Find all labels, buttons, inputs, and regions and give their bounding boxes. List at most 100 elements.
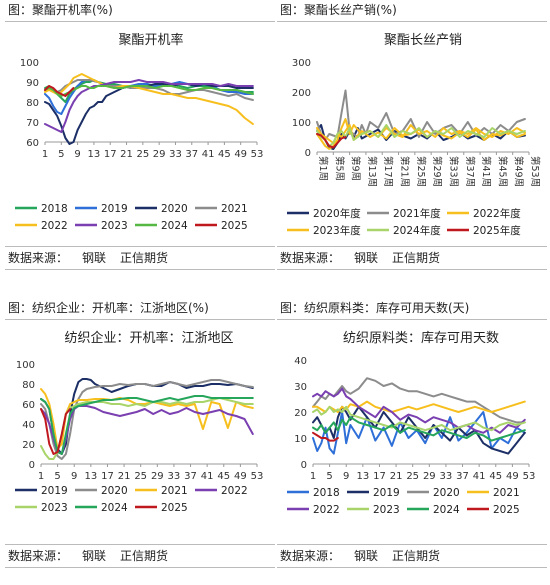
legend-label: 2024 bbox=[433, 504, 460, 516]
legend-label: 2025 bbox=[493, 504, 520, 516]
chart-panel-filament-sales: 图：聚酯长丝产销(%) 聚酯长丝产销 0 100 200 300 第1周 第5周 第9周 第13… bbox=[277, 0, 547, 287]
chart-canvas: 纺织原料类：库存可用天数 0 10 20 30 40 1 5 9 13 17 21 25 29 33 37 41… bbox=[287, 330, 536, 516]
legend-label: 2022 bbox=[41, 220, 68, 232]
x-tick-label: 37 bbox=[456, 471, 469, 482]
chart-canvas: 聚酯长丝产销 0 100 200 300 第1周 第5周 第9周 第13周 第17周 第21周 第25… bbox=[287, 33, 541, 237]
series-line-2025年度 bbox=[316, 133, 347, 149]
y-tick-label: 0 bbox=[301, 460, 307, 471]
y-tick-label: 80 bbox=[22, 380, 35, 391]
y-tick-label: 10 bbox=[294, 434, 307, 445]
source-footer: 数据来源： 钢联 正信期货 bbox=[5, 246, 275, 270]
brand-name: 正信期货 bbox=[392, 251, 441, 265]
y-tick-label: 60 bbox=[26, 138, 39, 149]
x-tick-label: 第25周 bbox=[415, 156, 427, 187]
y-tick-label: 20 bbox=[294, 408, 307, 419]
legend-label: 2021 bbox=[493, 487, 520, 499]
chart-canvas: 聚酯开机率 60 70 80 90 100 1 5 9 13 17 21 25 29 33 37 41 45 49 5… bbox=[15, 32, 263, 232]
x-tick-label: 37 bbox=[184, 471, 197, 482]
x-tick-label: 33 bbox=[168, 471, 181, 482]
x-tick-label: 9 bbox=[343, 471, 349, 482]
x-tick-label: 21 bbox=[120, 149, 133, 160]
x-tick-label: 13 bbox=[84, 471, 97, 482]
x-tick-label: 33 bbox=[169, 149, 182, 160]
series-line-2024年度 bbox=[316, 124, 526, 147]
chart-panel-raw-material-inventory-days: 图：纺织原料类：库存可用天数(天) 纺织原料类：库存可用天数 0 10 20 30 40 1… bbox=[277, 298, 547, 585]
series-line-2023 bbox=[312, 405, 526, 432]
x-tick-label: 第53周 bbox=[529, 156, 541, 187]
y-tick-label: 0 bbox=[305, 148, 311, 159]
legend-label: 2022 bbox=[313, 504, 340, 516]
chart-title: 纺织原料类：库存可用天数 bbox=[343, 330, 499, 346]
source-name: 钢联 bbox=[354, 251, 379, 265]
legend-label: 2025 bbox=[161, 502, 188, 514]
series-line-2025 bbox=[40, 408, 72, 455]
x-tick-label: 第21周 bbox=[399, 156, 411, 187]
x-tick-label: 第49周 bbox=[513, 156, 525, 187]
source-label: 数据来源： bbox=[8, 549, 69, 563]
x-tick-label: 25 bbox=[406, 471, 419, 482]
y-tick-label: 100 bbox=[292, 118, 311, 129]
x-tick-label: 第41周 bbox=[480, 156, 492, 187]
x-tick-label: 25 bbox=[134, 471, 147, 482]
series-line-2021 bbox=[312, 400, 526, 413]
x-tick-label: 21 bbox=[390, 471, 403, 482]
x-tick-label: 29 bbox=[151, 471, 164, 482]
y-tick-label: 40 bbox=[294, 356, 307, 367]
x-tick-label: 49 bbox=[234, 149, 247, 160]
x-tick-label: 37 bbox=[185, 149, 198, 160]
x-tick-label: 25 bbox=[136, 149, 149, 160]
legend-label: 2020 bbox=[101, 485, 128, 497]
series-line-2021 bbox=[40, 388, 254, 450]
legend-label: 2025年度 bbox=[473, 224, 521, 237]
chart-canvas: 纺织企业：开机率：江浙地区 0 20 40 60 80 100 1 5 9 13 17 21 25 29 33… bbox=[15, 330, 264, 514]
brand-name: 正信期货 bbox=[392, 549, 441, 563]
series-line-2024 bbox=[312, 416, 526, 442]
y-tick-label: 40 bbox=[22, 420, 35, 431]
x-tick-label: 13 bbox=[88, 149, 101, 160]
y-tick-label: 30 bbox=[294, 382, 307, 393]
x-tick-label: 53 bbox=[523, 471, 536, 482]
y-tick-label: 70 bbox=[26, 118, 39, 129]
x-tick-label: 第29周 bbox=[431, 156, 443, 187]
legend-label: 2023年度 bbox=[313, 224, 361, 237]
x-tick-label: 17 bbox=[373, 471, 386, 482]
legend-label: 2019 bbox=[373, 487, 400, 499]
legend-label: 2022年度 bbox=[473, 207, 521, 220]
legend-label: 2021 bbox=[161, 485, 188, 497]
y-tick-label: 200 bbox=[292, 88, 311, 99]
x-tick-label: 第13周 bbox=[366, 156, 378, 187]
x-tick-label: 第17周 bbox=[382, 156, 394, 187]
x-tick-label: 17 bbox=[101, 471, 114, 482]
x-tick-label: 9 bbox=[71, 471, 77, 482]
chart-title: 聚酯开机率 bbox=[118, 32, 183, 48]
legend-label: 2025 bbox=[221, 220, 248, 232]
legend-label: 2019 bbox=[41, 485, 68, 497]
x-tick-label: 第45周 bbox=[496, 156, 508, 187]
legend-label: 2022 bbox=[221, 485, 248, 497]
x-tick-label: 29 bbox=[423, 471, 436, 482]
brand-name: 正信期货 bbox=[120, 549, 169, 563]
x-tick-label: 41 bbox=[201, 471, 214, 482]
legend-label: 2024 bbox=[161, 220, 188, 232]
source-label: 数据来源： bbox=[280, 251, 341, 265]
x-tick-label: 29 bbox=[153, 149, 166, 160]
series-line-2022 bbox=[40, 405, 254, 455]
x-tick-label: 41 bbox=[202, 149, 215, 160]
x-tick-label: 17 bbox=[104, 149, 117, 160]
x-tick-label: 41 bbox=[473, 471, 486, 482]
legend-label: 2023 bbox=[373, 504, 400, 516]
x-tick-label: 53 bbox=[251, 471, 264, 482]
legend-label: 2018 bbox=[41, 203, 68, 215]
source-footer: 数据来源： 钢联 正信期货 bbox=[277, 544, 547, 568]
x-tick-label: 1 bbox=[38, 471, 44, 482]
legend-label: 2020 bbox=[433, 487, 460, 499]
series-line-2023年度 bbox=[316, 118, 526, 150]
legend-label: 2020年度 bbox=[313, 207, 361, 220]
chart-caption: 图：聚酯长丝产销(%) bbox=[277, 0, 547, 22]
source-footer: 数据来源： 钢联 正信期货 bbox=[277, 246, 547, 270]
source-name: 钢联 bbox=[82, 251, 107, 265]
x-tick-label: 33 bbox=[440, 471, 453, 482]
legend-label: 2021 bbox=[221, 203, 248, 215]
y-tick-label: 100 bbox=[20, 58, 39, 69]
series-line-2020 bbox=[44, 83, 254, 145]
